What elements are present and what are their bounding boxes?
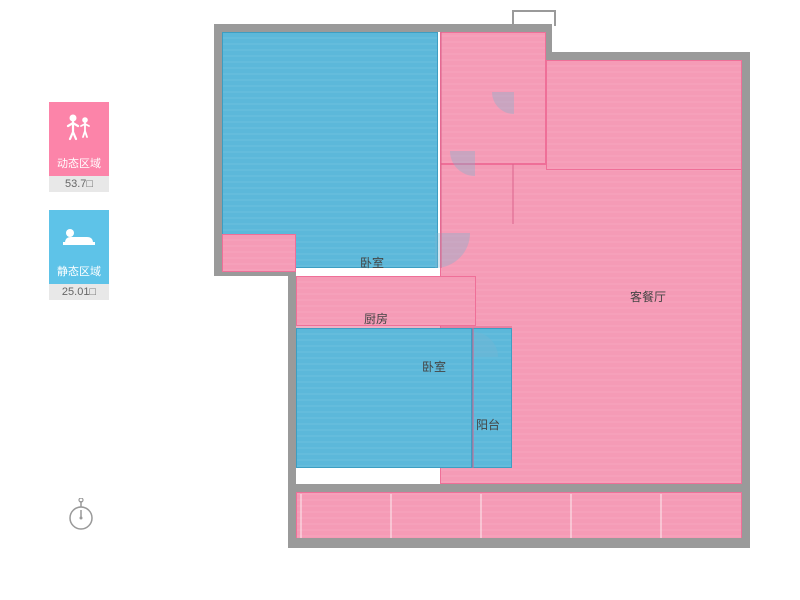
wall-segment (214, 24, 222, 276)
compass-icon (66, 498, 96, 537)
interior-wall (296, 326, 512, 328)
wall-segment (742, 52, 750, 492)
legend-dynamic-label: 动态区域 (49, 152, 109, 176)
wall-segment (214, 24, 454, 32)
wall-stub (742, 492, 750, 546)
wall-segment (446, 24, 552, 32)
balcony-rail (480, 494, 482, 538)
balcony-rail (390, 494, 392, 538)
room-living-upper (546, 60, 742, 170)
wall-balcony-bottom (288, 538, 750, 548)
room-label-living: 客餐厅 (630, 288, 666, 305)
room-bedroom1 (222, 32, 438, 268)
floorplan: 卧室卫生间客餐厅厨房卧室阳台 (200, 12, 760, 572)
room-label-bedroom1: 卧室 (360, 254, 384, 271)
legend-panel: 动态区域 53.7□ 静态区域 25.01□ (44, 102, 114, 318)
room-hall-strip (222, 234, 296, 272)
balcony-rail (300, 494, 302, 538)
legend-dynamic-value: 53.7□ (49, 176, 109, 192)
room-balcony-bottom (296, 492, 742, 544)
room-label-balcony-side: 阳台 (476, 416, 500, 433)
room-label-kitchen: 厨房 (364, 310, 388, 327)
legend-static-value: 25.01□ (49, 284, 109, 300)
room-bedroom2 (296, 328, 472, 468)
wall-stub (288, 492, 296, 546)
balcony-rail (660, 494, 662, 538)
legend-static-label: 静态区域 (49, 260, 109, 284)
legend-dynamic: 动态区域 53.7□ (49, 102, 109, 192)
interior-wall (472, 328, 474, 468)
wall-segment (288, 484, 750, 492)
sleep-icon (49, 210, 109, 260)
people-icon (49, 102, 109, 152)
interior-wall (440, 32, 442, 268)
wall-segment (552, 52, 750, 60)
wall-segment (288, 268, 296, 492)
balcony-rail (570, 494, 572, 538)
legend-static: 静态区域 25.01□ (49, 210, 109, 300)
room-label-bedroom2: 卧室 (422, 358, 446, 375)
interior-wall (512, 164, 514, 224)
